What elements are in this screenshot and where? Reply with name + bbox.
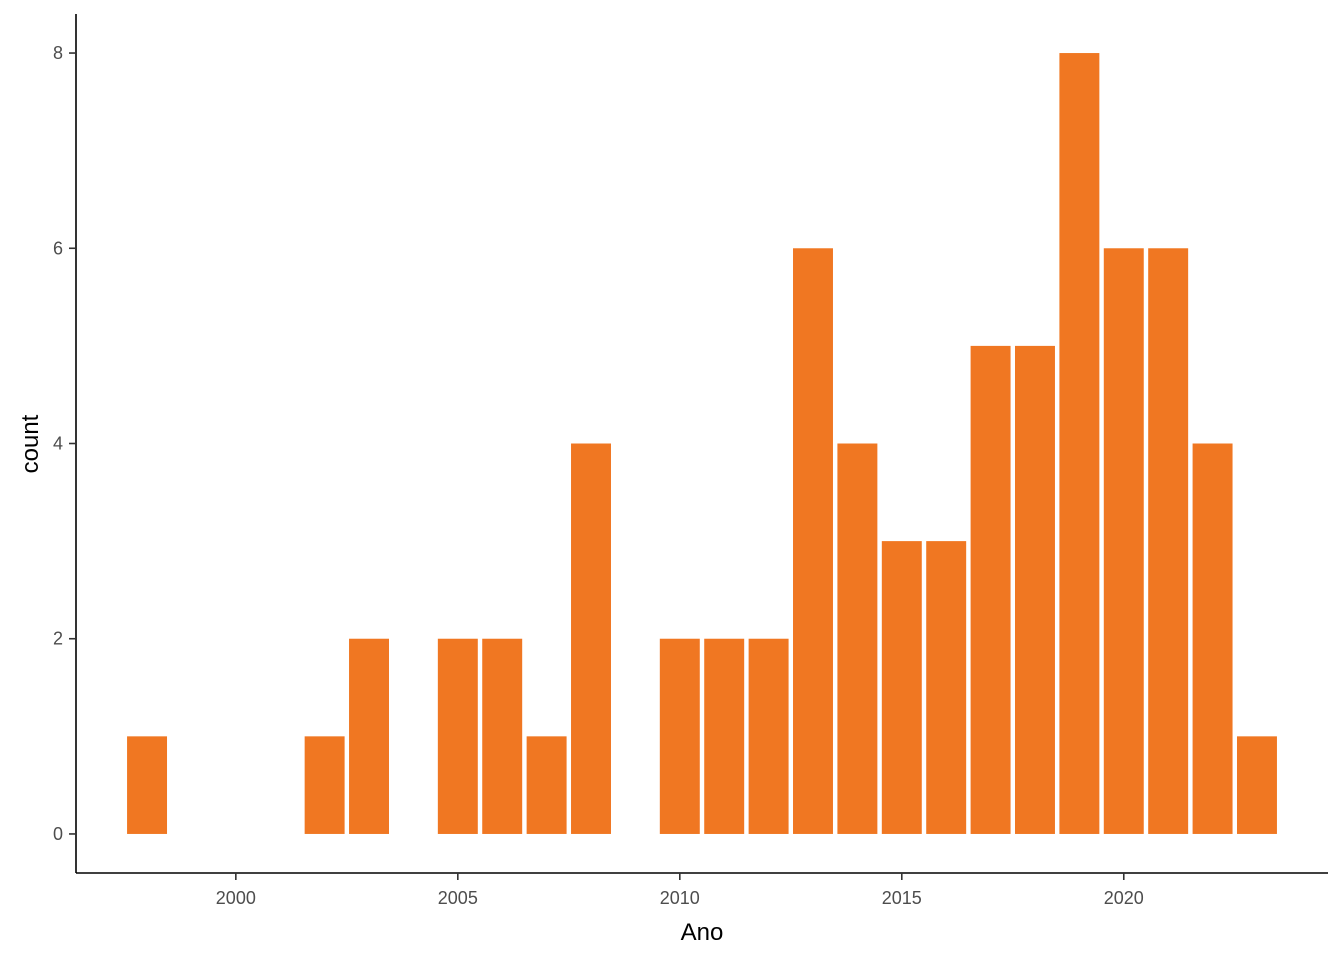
- x-tick-label: 2020: [1104, 888, 1144, 908]
- bar-2012: [748, 638, 789, 834]
- x-tick-label: 2005: [438, 888, 478, 908]
- x-tick-label: 2000: [216, 888, 256, 908]
- bar-2017: [970, 345, 1011, 834]
- bar-2021: [1148, 248, 1189, 834]
- bar-2014: [837, 443, 878, 834]
- bar-2006: [482, 638, 523, 834]
- y-tick-label: 6: [53, 238, 63, 258]
- x-tick-label: 2015: [882, 888, 922, 908]
- bar-2013: [793, 248, 833, 834]
- bar-2018: [1015, 345, 1055, 834]
- bar-1998: [127, 736, 168, 834]
- bar-2019: [1059, 53, 1100, 834]
- bars-group: [127, 53, 1277, 834]
- y-tick-label: 8: [53, 43, 63, 63]
- bar-2002: [304, 736, 345, 834]
- bar-2020: [1103, 248, 1144, 834]
- y-tick-label: 4: [53, 434, 63, 454]
- y-axis-title: count: [17, 414, 44, 473]
- bar-2015: [881, 541, 922, 834]
- bar-2008: [571, 443, 611, 834]
- bar-2011: [704, 638, 745, 834]
- y-ticks-group: 0 2 4 6 8: [53, 43, 76, 844]
- x-axis-title: Ano: [681, 919, 724, 946]
- x-tick-label: 2010: [660, 888, 700, 908]
- y-tick-label: 2: [53, 629, 63, 649]
- bar-2010: [659, 638, 700, 834]
- x-ticks-group: 2000 2005 2010 2015 2020: [216, 873, 1144, 908]
- bar-2003: [349, 638, 389, 834]
- bar-2023: [1236, 736, 1277, 834]
- bar-2007: [526, 736, 567, 834]
- y-tick-label: 0: [53, 824, 63, 844]
- bar-2005: [437, 638, 478, 834]
- bar-2022: [1192, 443, 1233, 834]
- bar-2016: [926, 541, 967, 834]
